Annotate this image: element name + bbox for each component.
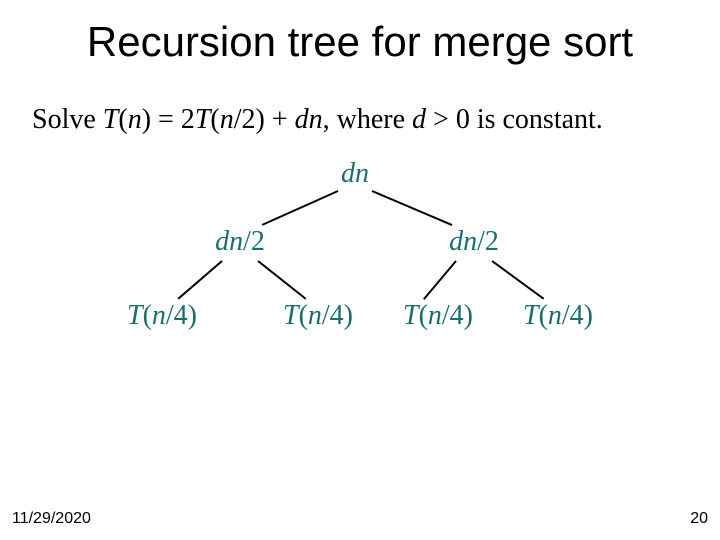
node-frac: /4	[442, 300, 464, 331]
node-T: T	[127, 300, 143, 331]
node-close: )	[344, 300, 353, 331]
stmt-n2: n	[220, 104, 234, 135]
node-open: (	[419, 300, 428, 331]
node-n: n	[152, 300, 166, 331]
stmt-prefix: Solve	[32, 104, 103, 135]
footer-page: 20	[690, 510, 708, 528]
stmt-gt: > 0 is constant.	[426, 104, 603, 135]
stmt-eq: = 2	[151, 104, 195, 135]
stmt-open2: (	[210, 104, 219, 135]
node-close: )	[464, 300, 473, 331]
node-T: T	[523, 300, 539, 331]
stmt-open: (	[118, 104, 127, 135]
node-suffix: /2	[477, 226, 499, 257]
tree-node-l1: dn/2	[449, 226, 499, 258]
node-close: )	[584, 300, 593, 331]
node-frac: /4	[166, 300, 188, 331]
tree-edge	[257, 260, 306, 300]
tree-node-l2: T(n/4)	[403, 300, 473, 332]
stmt-n3: n	[309, 104, 323, 135]
recurrence-statement: Solve T(n) = 2T(n/2) + dn, where d > 0 i…	[32, 104, 603, 136]
node-d: d	[215, 226, 229, 257]
tree-edge	[491, 260, 544, 300]
tree-node-l1: dn/2	[215, 226, 265, 258]
stmt-d2: d	[412, 104, 426, 135]
tree-node-l2: T(n/4)	[523, 300, 593, 332]
node-n: n	[463, 226, 477, 257]
node-n: n	[229, 226, 243, 257]
node-T: T	[283, 300, 299, 331]
stmt-n: n	[128, 104, 142, 135]
stmt-half: /2	[234, 104, 256, 135]
node-suffix: /2	[243, 226, 265, 257]
node-d: d	[449, 226, 463, 257]
page-title: Recursion tree for merge sort	[0, 18, 720, 66]
footer-date: 11/29/2020	[12, 510, 91, 528]
recursion-tree: dn dn/2 dn/2 T(n/4) T(n/4) T(n/4) T(n/4)	[0, 148, 720, 408]
stmt-T2: T	[195, 104, 211, 135]
tree-edge	[372, 190, 453, 226]
node-n: n	[428, 300, 442, 331]
node-d: d	[341, 158, 355, 189]
node-open: (	[299, 300, 308, 331]
tree-node-l2: T(n/4)	[127, 300, 197, 332]
tree-node-l2: T(n/4)	[283, 300, 353, 332]
stmt-plus: +	[265, 104, 295, 135]
node-n: n	[308, 300, 322, 331]
node-T: T	[403, 300, 419, 331]
tree-edge	[177, 260, 222, 300]
node-frac: /4	[322, 300, 344, 331]
stmt-close2: )	[256, 104, 265, 135]
node-open: (	[143, 300, 152, 331]
node-close: )	[188, 300, 197, 331]
tree-edge	[423, 260, 457, 299]
stmt-T: T	[103, 104, 119, 135]
stmt-where: , where	[323, 104, 412, 135]
node-n: n	[355, 158, 369, 189]
stmt-d: d	[295, 104, 309, 135]
tree-node-root: dn	[341, 158, 369, 190]
stmt-close: )	[142, 104, 151, 135]
node-n: n	[548, 300, 562, 331]
node-frac: /4	[562, 300, 584, 331]
node-open: (	[539, 300, 548, 331]
tree-edge	[262, 190, 339, 226]
